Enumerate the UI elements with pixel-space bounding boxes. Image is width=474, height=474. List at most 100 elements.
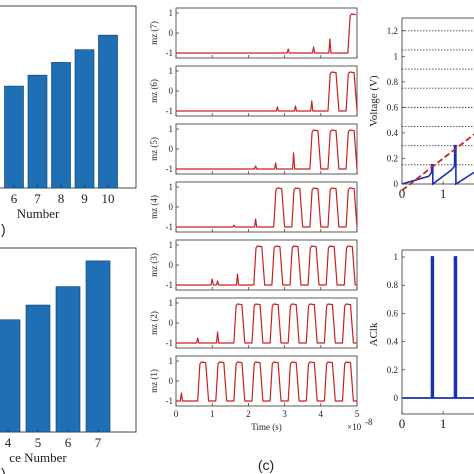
bar — [85, 260, 111, 433]
bar — [98, 34, 118, 189]
panel-c-magnetization-plots: 10-1mz (7)10-1mz (6)10-1mz (5)10-1mz (4)… — [149, 7, 373, 473]
x-tick-label: 2 — [246, 409, 251, 419]
clock-line — [402, 256, 474, 399]
panel-label: ) — [1, 465, 6, 474]
series-line — [176, 303, 357, 344]
x-axis-label: Number — [17, 206, 60, 221]
panel-a-bar-chart: 6 7 8 9 10 Number) — [0, 5, 137, 237]
x-tick-label: 1 — [440, 186, 447, 201]
y-tick-label: 0 — [169, 260, 174, 270]
y-axis-label: mz (3) — [149, 253, 159, 277]
subplot-frame — [175, 7, 358, 59]
panel-b-bar-chart: 4 5 6 7 ce Number) — [0, 247, 137, 474]
y-tick-label: 1 — [169, 240, 174, 250]
y-tick-label: 1 — [169, 124, 174, 134]
x-tick-label: 5 — [35, 435, 42, 450]
x-tick-label: 0 — [399, 416, 406, 431]
series-line — [176, 361, 357, 402]
y-tick-label: -1 — [166, 338, 174, 348]
y-tick-label: 0 — [169, 28, 174, 38]
y-tick-label: 0.8 — [387, 280, 399, 290]
y-tick-label: 1 — [169, 8, 174, 18]
y-tick-label: -1 — [166, 48, 174, 58]
x-tick-label: 5 — [355, 409, 360, 419]
x-tick-label: 8 — [58, 191, 65, 206]
series-line — [176, 71, 358, 112]
x-tick-label: 3 — [282, 409, 287, 419]
x-tick-label: 4 — [319, 409, 324, 419]
y-tick-label: -1 — [166, 280, 174, 290]
bar — [51, 62, 71, 189]
bar — [4, 85, 24, 189]
x-axis-label: ce Number — [9, 450, 67, 465]
y-tick-label: 1 — [394, 252, 399, 262]
y-tick-label: 0 — [169, 202, 174, 212]
x-tick-label: 1 — [210, 409, 215, 419]
series-line — [176, 245, 357, 286]
bar — [27, 74, 48, 189]
y-tick-label: 1 — [169, 298, 174, 308]
x-multiplier-exponent: -8 — [365, 417, 373, 427]
x-tick-label: 0 — [399, 186, 406, 201]
y-tick-label: -1 — [166, 164, 174, 174]
y-tick-label: 0 — [169, 86, 174, 96]
y-tick-label: 0.2 — [387, 153, 398, 163]
y-tick-label: -1 — [166, 106, 174, 116]
subplot-frame — [175, 239, 358, 291]
x-multiplier: ×10 — [347, 422, 362, 432]
y-axis-label: mz (6) — [149, 79, 159, 103]
x-tick-label: 6 — [65, 435, 72, 450]
x-tick-label: 7 — [95, 435, 102, 450]
y-tick-label: 1 — [169, 66, 174, 76]
y-axis-label: mz (7) — [149, 21, 159, 45]
y-tick-label: 1 — [394, 51, 399, 61]
y-axis-label: mz (1) — [149, 369, 159, 393]
y-axis-label: mz (5) — [149, 137, 159, 161]
y-tick-label: 1.2 — [387, 26, 398, 36]
y-axis-label: mz (2) — [149, 311, 159, 335]
y-tick-label: -1 — [166, 222, 174, 232]
x-axis-label: Time (s) — [251, 422, 281, 432]
y-axis-label: AClk — [368, 322, 380, 346]
signal-line — [401, 144, 474, 186]
y-tick-label: 0 — [394, 393, 399, 403]
x-tick-label: 4 — [5, 435, 12, 450]
y-tick-label: 0.8 — [387, 77, 399, 87]
y-tick-label: 0 — [394, 179, 399, 189]
y-tick-label: 0.6 — [387, 102, 399, 112]
y-tick-label: 0 — [169, 318, 174, 328]
x-tick-label: 9 — [81, 191, 88, 206]
x-tick-label: 1 — [440, 416, 447, 431]
x-tick-label: 0 — [174, 409, 179, 419]
y-axis-label: Voltage (V) — [368, 75, 380, 127]
panel-e-aclk-plot: 1 0.8 0.6 0.4 0.2 0 AClk 0 1 — [368, 249, 474, 431]
bar — [74, 49, 95, 189]
y-tick-label: 0.4 — [387, 337, 399, 347]
subplot-frame — [175, 355, 358, 407]
panel-d-voltage-plot: 1.2 1 0.8 0.6 0.4 0.2 0 Voltage (V) 0 1 — [368, 17, 474, 201]
ramp-line — [401, 133, 474, 192]
bar — [0, 319, 21, 433]
plot-frame — [401, 17, 474, 185]
bar — [55, 286, 81, 433]
x-tick-label: 7 — [34, 191, 41, 206]
subplot-frame — [175, 297, 358, 349]
panel-label: (c) — [258, 457, 274, 473]
y-axis-label: mz (4) — [149, 195, 159, 219]
y-tick-label: 0.4 — [387, 128, 399, 138]
y-tick-label: 0.6 — [387, 308, 399, 318]
series-line — [176, 187, 358, 228]
plot-frame — [401, 249, 474, 415]
x-tick-label: 10 — [102, 191, 115, 206]
y-tick-label: 0.2 — [387, 365, 398, 375]
bar — [25, 304, 51, 433]
y-tick-label: 0 — [169, 376, 174, 386]
x-tick-label: 6 — [11, 191, 18, 206]
series-line — [176, 129, 358, 170]
y-tick-label: 1 — [169, 356, 174, 366]
y-tick-label: 0 — [169, 144, 174, 154]
panel-label: ) — [1, 221, 6, 237]
y-tick-label: -1 — [166, 396, 174, 406]
y-tick-label: 1 — [169, 182, 174, 192]
